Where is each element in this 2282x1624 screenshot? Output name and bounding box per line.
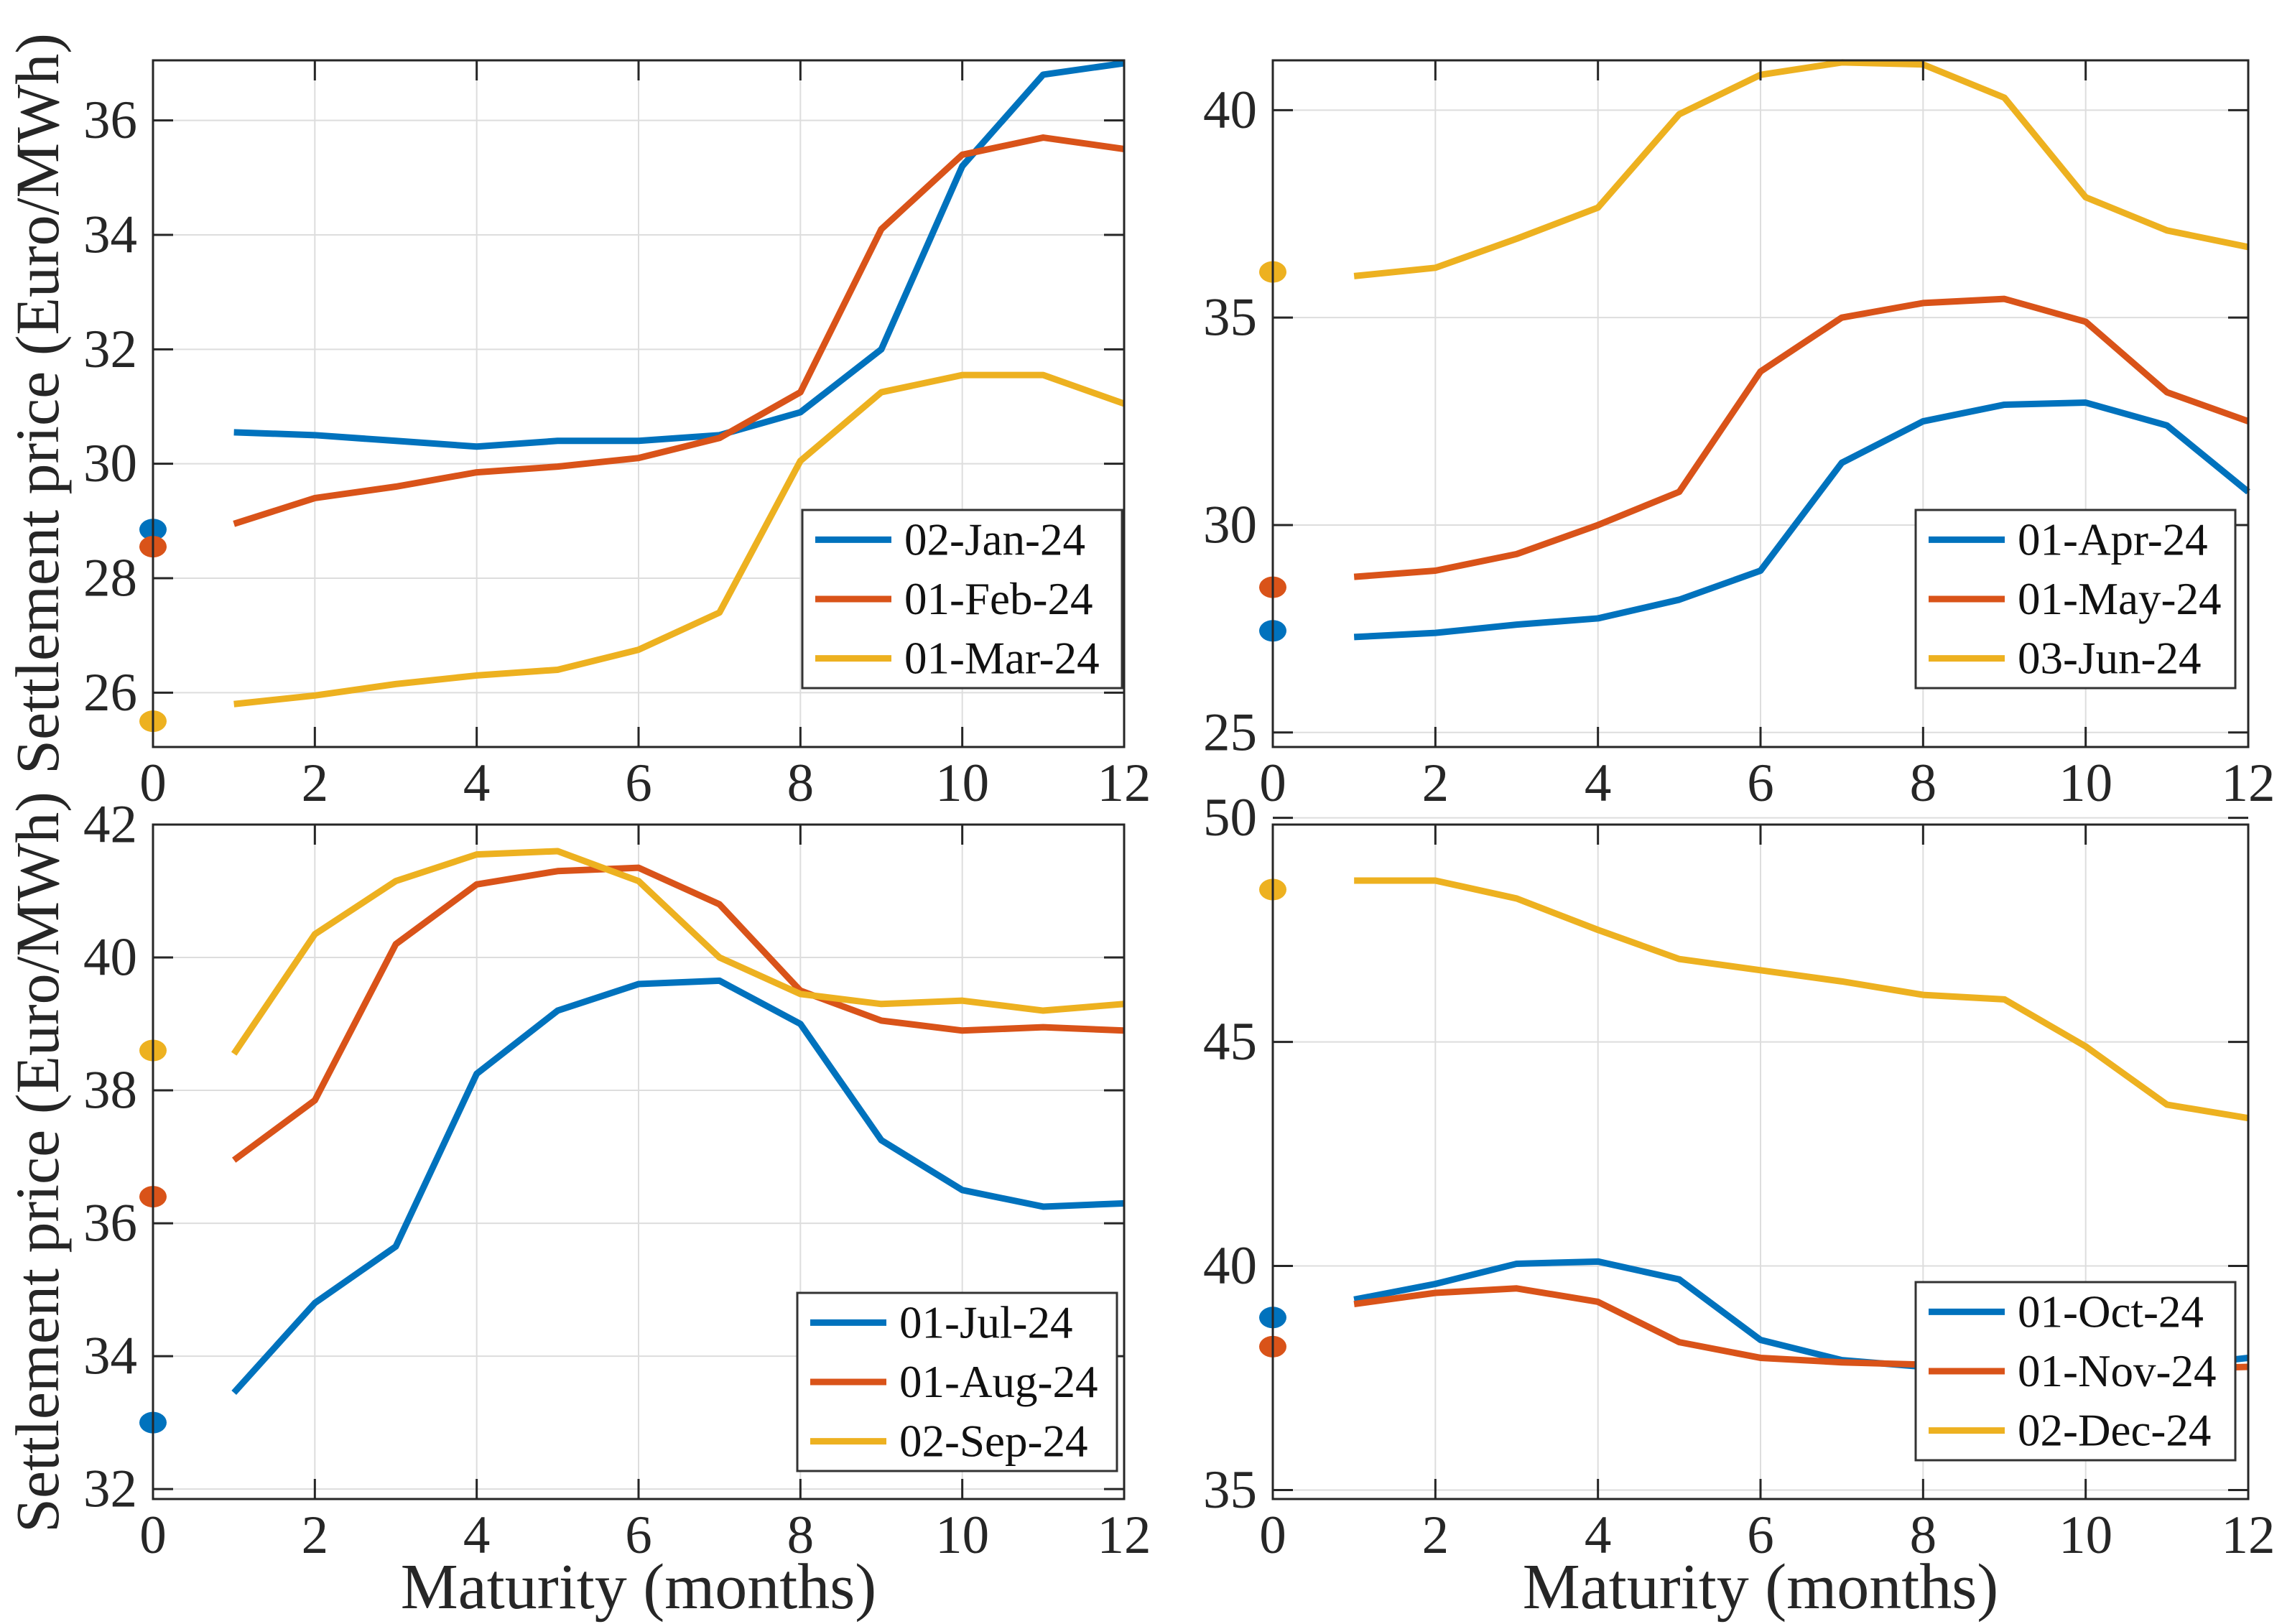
x-tick-label: 6 [625,1505,652,1565]
y-tick-label: 38 [83,1061,137,1120]
y-tick-label: 30 [1203,495,1257,555]
legend-label-02-Jan-24: 02-Jan-24 [904,514,1085,565]
x-tick-label: 0 [1259,753,1286,813]
x-tick-label: 4 [1585,753,1612,813]
y-tick-label: 32 [83,320,137,379]
x-tick-label: 6 [625,753,652,813]
x-tick-label: 8 [1910,753,1937,813]
x-tick-label: 2 [302,753,329,813]
x-tick-label: 10 [2059,1505,2112,1565]
y-tick-label: 42 [83,795,137,855]
series-line-02-Sep-24 [231,848,1125,1056]
xlabel-left-column: Maturity (months) [400,1551,877,1623]
y-tick-label: 28 [83,548,137,608]
legend-label-01-Apr-24: 01-Apr-24 [2018,514,2208,565]
ylabel-top-row: Settlement price (Euro/MWh) [3,33,72,774]
series-line-01-Feb-24 [233,134,1125,527]
x-tick-label: 10 [935,1505,989,1565]
legend-label-01-Nov-24: 01-Nov-24 [2018,1346,2216,1396]
subplot-4: 0 2 4 6 8 10 12 35 40 45 50 01-Oct-24 01-Nov-24 02-De… [1203,788,2276,1565]
x-tick-label: 12 [1098,1505,1151,1565]
legend-label-01-Oct-24: 01-Oct-24 [2018,1286,2204,1337]
legend-label-01-Aug-24: 01-Aug-24 [899,1357,1098,1407]
legend-label-02-Dec-24: 02-Dec-24 [2018,1406,2211,1456]
x-tick-label: 12 [1098,753,1151,813]
y-tick-label: 36 [83,1194,137,1253]
subplot-3: 0 2 4 6 8 10 1232343638404201-Jul-2401-Aug-240… [83,795,1151,1565]
x-tick-label: 0 [139,1505,167,1565]
x-tick-label: 0 [1259,1505,1286,1565]
y-tick-label: 50 [1203,788,1257,848]
y-tick-label: 40 [1203,80,1257,140]
legend: 01-Oct-24 01-Nov-24 02-Dec-24 [1914,1281,2237,1462]
y-tick-label: 34 [83,205,137,264]
series-line-01-Mar-24 [233,371,1126,707]
y-tick-label: 35 [1203,1460,1257,1520]
y-tick-label: 36 [83,91,137,150]
x-tick-label: 8 [787,1505,815,1565]
legend-label-01-May-24: 01-May-24 [2018,574,2221,624]
series-line-01-Apr-24 [1353,399,2250,641]
series-line-03-Jun-24 [1353,59,2249,279]
x-tick-label: 10 [2059,753,2112,813]
xlabel-right-column: Maturity (months) [1522,1551,1999,1623]
subplot-1: 0 2 4 6 8 10 1226283032343602-Jan-2401-Feb-240… [83,59,1151,813]
x-tick-label: 2 [1422,1505,1450,1565]
legend-label-02-Sep-24: 02-Sep-24 [899,1416,1087,1467]
legend: 01-Jul-24 01-Aug-24 02-Sep-24 [796,1291,1118,1472]
x-tick-label: 0 [139,753,167,813]
x-tick-label: 10 [935,753,989,813]
x-tick-label: 4 [1585,1505,1612,1565]
y-tick-label: 32 [83,1460,137,1519]
y-tick-label: 30 [83,434,137,493]
subplot-2: 0 2 4 6 8 10 12 25 30 35 40 01-Apr-24 01-May-24 03-Ju… [1203,59,2276,813]
legend-label-01-Jul-24: 01-Jul-24 [899,1297,1072,1347]
y-tick-label: 26 [83,663,137,723]
legend: 01-Apr-24 01-May-24 03-Jun-24 [1914,509,2237,690]
ylabel-bottom-row: Settlement price (Euro/MWh) [3,792,72,1533]
legend-label-01-Mar-24: 01-Mar-24 [904,634,1100,684]
legend: 02-Jan-24 01-Feb-24 01-Mar-24 [801,509,1123,690]
series-line-01-Jul-24 [231,977,1125,1395]
series-line-01-May-24 [1353,295,2250,580]
x-tick-label: 8 [1910,1505,1937,1565]
legend-label-03-Jun-24: 03-Jun-24 [2018,634,2201,684]
y-tick-label: 40 [83,928,137,988]
x-tick-label: 2 [302,1505,329,1565]
series-line-01-Aug-24 [231,864,1125,1163]
y-tick-label: 40 [1203,1236,1257,1296]
x-tick-label: 8 [787,753,815,813]
y-tick-label: 25 [1203,702,1257,762]
series-line-02-Dec-24 [1354,877,2249,1122]
x-tick-label: 12 [2222,753,2276,813]
y-tick-label: 45 [1203,1012,1257,1072]
y-tick-label: 34 [83,1327,137,1386]
legend-label-01-Feb-24: 01-Feb-24 [904,574,1093,624]
x-tick-label: 2 [1422,753,1450,813]
x-tick-label: 4 [463,1505,491,1565]
y-tick-label: 35 [1203,288,1257,348]
x-tick-label: 12 [2222,1505,2276,1565]
x-tick-label: 6 [1747,1505,1774,1565]
x-tick-label: 4 [463,753,491,813]
x-tick-label: 6 [1747,753,1774,813]
